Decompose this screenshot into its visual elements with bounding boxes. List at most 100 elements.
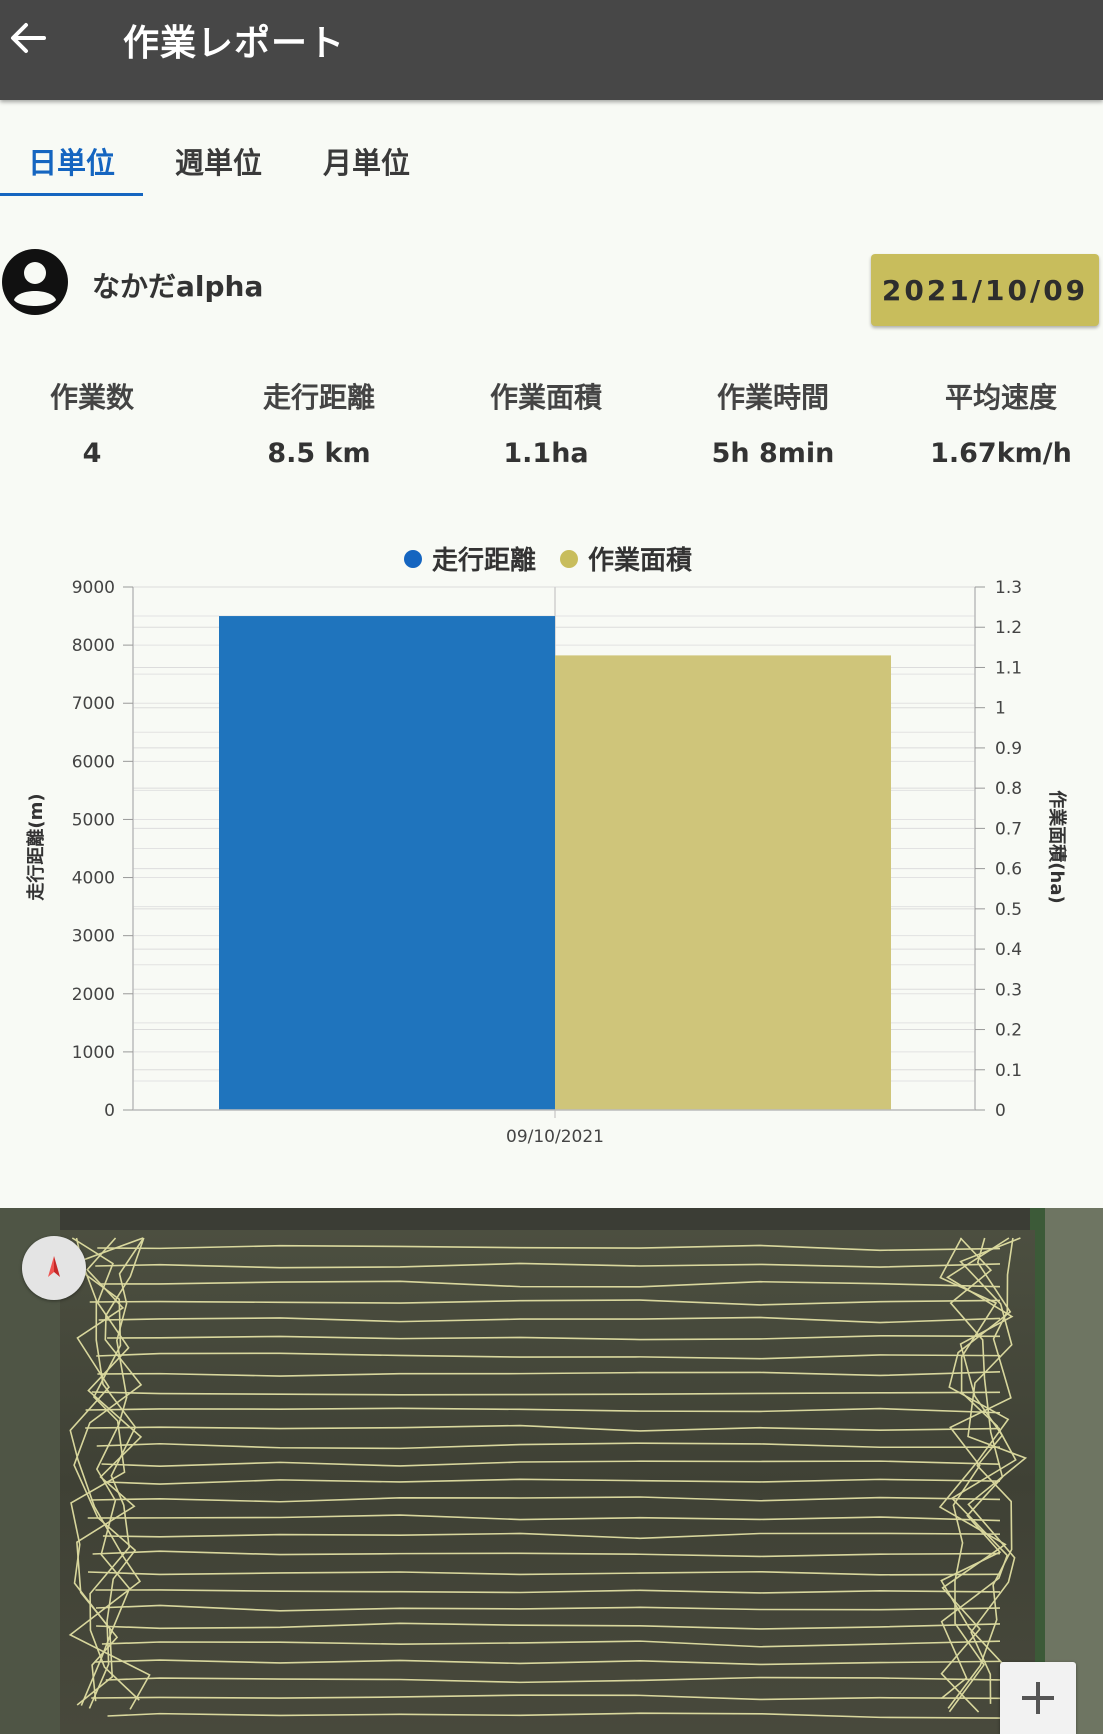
arrow-back-icon: [11, 23, 46, 53]
zoom-in-button[interactable]: [1000, 1662, 1076, 1734]
y-tick-label-right: 0.7: [995, 819, 1022, 839]
legend-swatch-area: [560, 550, 578, 568]
y-tick-label-left: 5000: [72, 810, 115, 830]
track-line: [97, 1370, 1001, 1377]
tab-monthly[interactable]: 月単位: [323, 146, 411, 180]
y-tick-label-right: 1.2: [995, 618, 1022, 638]
x-tick-label: 09/10/2021: [506, 1127, 604, 1147]
y-tick-label-right: 1: [995, 699, 1006, 719]
track-line: [939, 1237, 1017, 1700]
account-circle-icon: [2, 249, 68, 315]
chart-axes: 0 1000 2000 3000 4000 5000 6000 7000 8000 9000 0 0.…: [72, 578, 1022, 1147]
work-track-map[interactable]: [0, 1208, 1103, 1734]
track-line: [75, 1237, 140, 1701]
y-tick-label-left: 0: [104, 1101, 115, 1121]
y-axis-label-right: 作業面積(ha): [1046, 790, 1068, 903]
date-picker-button[interactable]: 2021/10/09: [871, 254, 1099, 326]
back-button[interactable]: [0, 10, 56, 66]
y-tick-label-right: 0: [995, 1101, 1006, 1121]
track-line: [87, 1570, 1001, 1576]
track-line: [97, 1244, 1001, 1252]
stat-value-count: 4: [82, 438, 102, 469]
y-tick-label-right: 0.6: [995, 860, 1022, 880]
chart-bars: [219, 616, 891, 1110]
bar-distance: [219, 616, 555, 1110]
track-line: [95, 1589, 1001, 1594]
y-tick-label-left: 3000: [72, 927, 115, 947]
y-tick-label-right: 0.9: [995, 739, 1022, 759]
track-line: [99, 1280, 1001, 1288]
legend-label-area: 作業面積: [588, 546, 692, 576]
y-tick-label-right: 1.3: [995, 578, 1022, 598]
track-line: [80, 1237, 145, 1706]
track-line: [85, 1424, 1001, 1432]
track-line: [90, 1496, 1001, 1503]
track-line: [94, 1659, 1001, 1666]
track-line: [101, 1640, 1001, 1648]
track-line: [92, 1550, 1001, 1558]
track-line: [959, 1237, 1028, 1704]
chart-legend: 走行距離 作業面積: [404, 545, 692, 576]
y-tick-label-right: 0.1: [995, 1061, 1022, 1081]
track-line: [91, 1391, 1001, 1396]
stat-label-speed: 平均速度: [944, 381, 1057, 414]
track-line: [98, 1316, 1001, 1324]
compass-icon: [48, 1256, 60, 1277]
y-tick-label-left: 6000: [72, 752, 115, 772]
legend-swatch-distance: [404, 550, 422, 568]
y-tick-label-left: 2000: [72, 985, 115, 1005]
stat-label-count: 作業数: [49, 381, 134, 414]
track-line: [96, 1622, 1001, 1630]
track-line: [87, 1514, 1001, 1522]
tab-daily[interactable]: 日単位: [28, 146, 116, 180]
track-line: [105, 1478, 1001, 1485]
plus-icon: [1022, 1682, 1054, 1714]
track-line: [101, 1460, 1001, 1468]
track-line: [96, 1352, 1001, 1360]
track-line: [68, 1237, 151, 1710]
user-name: なかだalpha: [92, 270, 264, 303]
track-line: [95, 1262, 1001, 1269]
y-tick-label-right: 0.4: [995, 940, 1022, 960]
track-line: [73, 1237, 145, 1709]
y-tick-label-left: 4000: [72, 869, 115, 889]
y-tick-label-left: 9000: [72, 578, 115, 598]
track-line: [69, 1237, 144, 1706]
stat-label-time: 作業時間: [716, 381, 829, 414]
report-chart: 0 1000 2000 3000 4000 5000 6000 7000 8000 9000 0 0.…: [25, 545, 1068, 1147]
track-line: [946, 1237, 1014, 1709]
bar-area: [555, 655, 891, 1110]
track-line: [89, 1299, 1001, 1306]
stat-value-distance: 8.5 km: [267, 438, 371, 469]
track-line: [107, 1712, 1001, 1719]
y-tick-label-right: 0.3: [995, 980, 1022, 1000]
track-line: [105, 1676, 1001, 1684]
track-line: [96, 1442, 1001, 1450]
stat-label-area: 作業面積: [489, 381, 602, 414]
track-line: [938, 1237, 1012, 1713]
y-axis-label-left: 走行距離(m): [25, 793, 47, 900]
tab-indicator: [0, 193, 143, 196]
stat-value-time: 5h 8min: [711, 438, 835, 469]
legend-label-distance: 走行距離: [432, 545, 536, 576]
track-line: [102, 1532, 1001, 1540]
stat-label-distance: 走行距離: [262, 381, 375, 414]
stat-value-speed: 1.67km/h: [930, 438, 1072, 469]
app-bar: 作業レポート: [0, 0, 1103, 100]
satellite-map: [0, 1208, 1103, 1734]
tab-weekly[interactable]: 週単位: [175, 146, 263, 180]
y-tick-label-right: 0.2: [995, 1021, 1022, 1041]
y-tick-label-right: 0.8: [995, 779, 1022, 799]
compass-button[interactable]: [22, 1236, 86, 1300]
track-line: [91, 1694, 1001, 1701]
stat-value-area: 1.1ha: [503, 438, 589, 469]
period-tabs: 日単位 週単位 月単位: [0, 120, 460, 196]
track-line: [95, 1604, 1001, 1612]
track-line: [85, 1407, 1001, 1414]
y-tick-label-left: 8000: [72, 636, 115, 656]
track-line: [948, 1237, 1014, 1713]
page-title: 作業レポート: [123, 23, 346, 64]
y-tick-label-right: 0.5: [995, 900, 1022, 920]
y-tick-label-left: 7000: [72, 694, 115, 714]
track-line: [107, 1335, 1001, 1341]
